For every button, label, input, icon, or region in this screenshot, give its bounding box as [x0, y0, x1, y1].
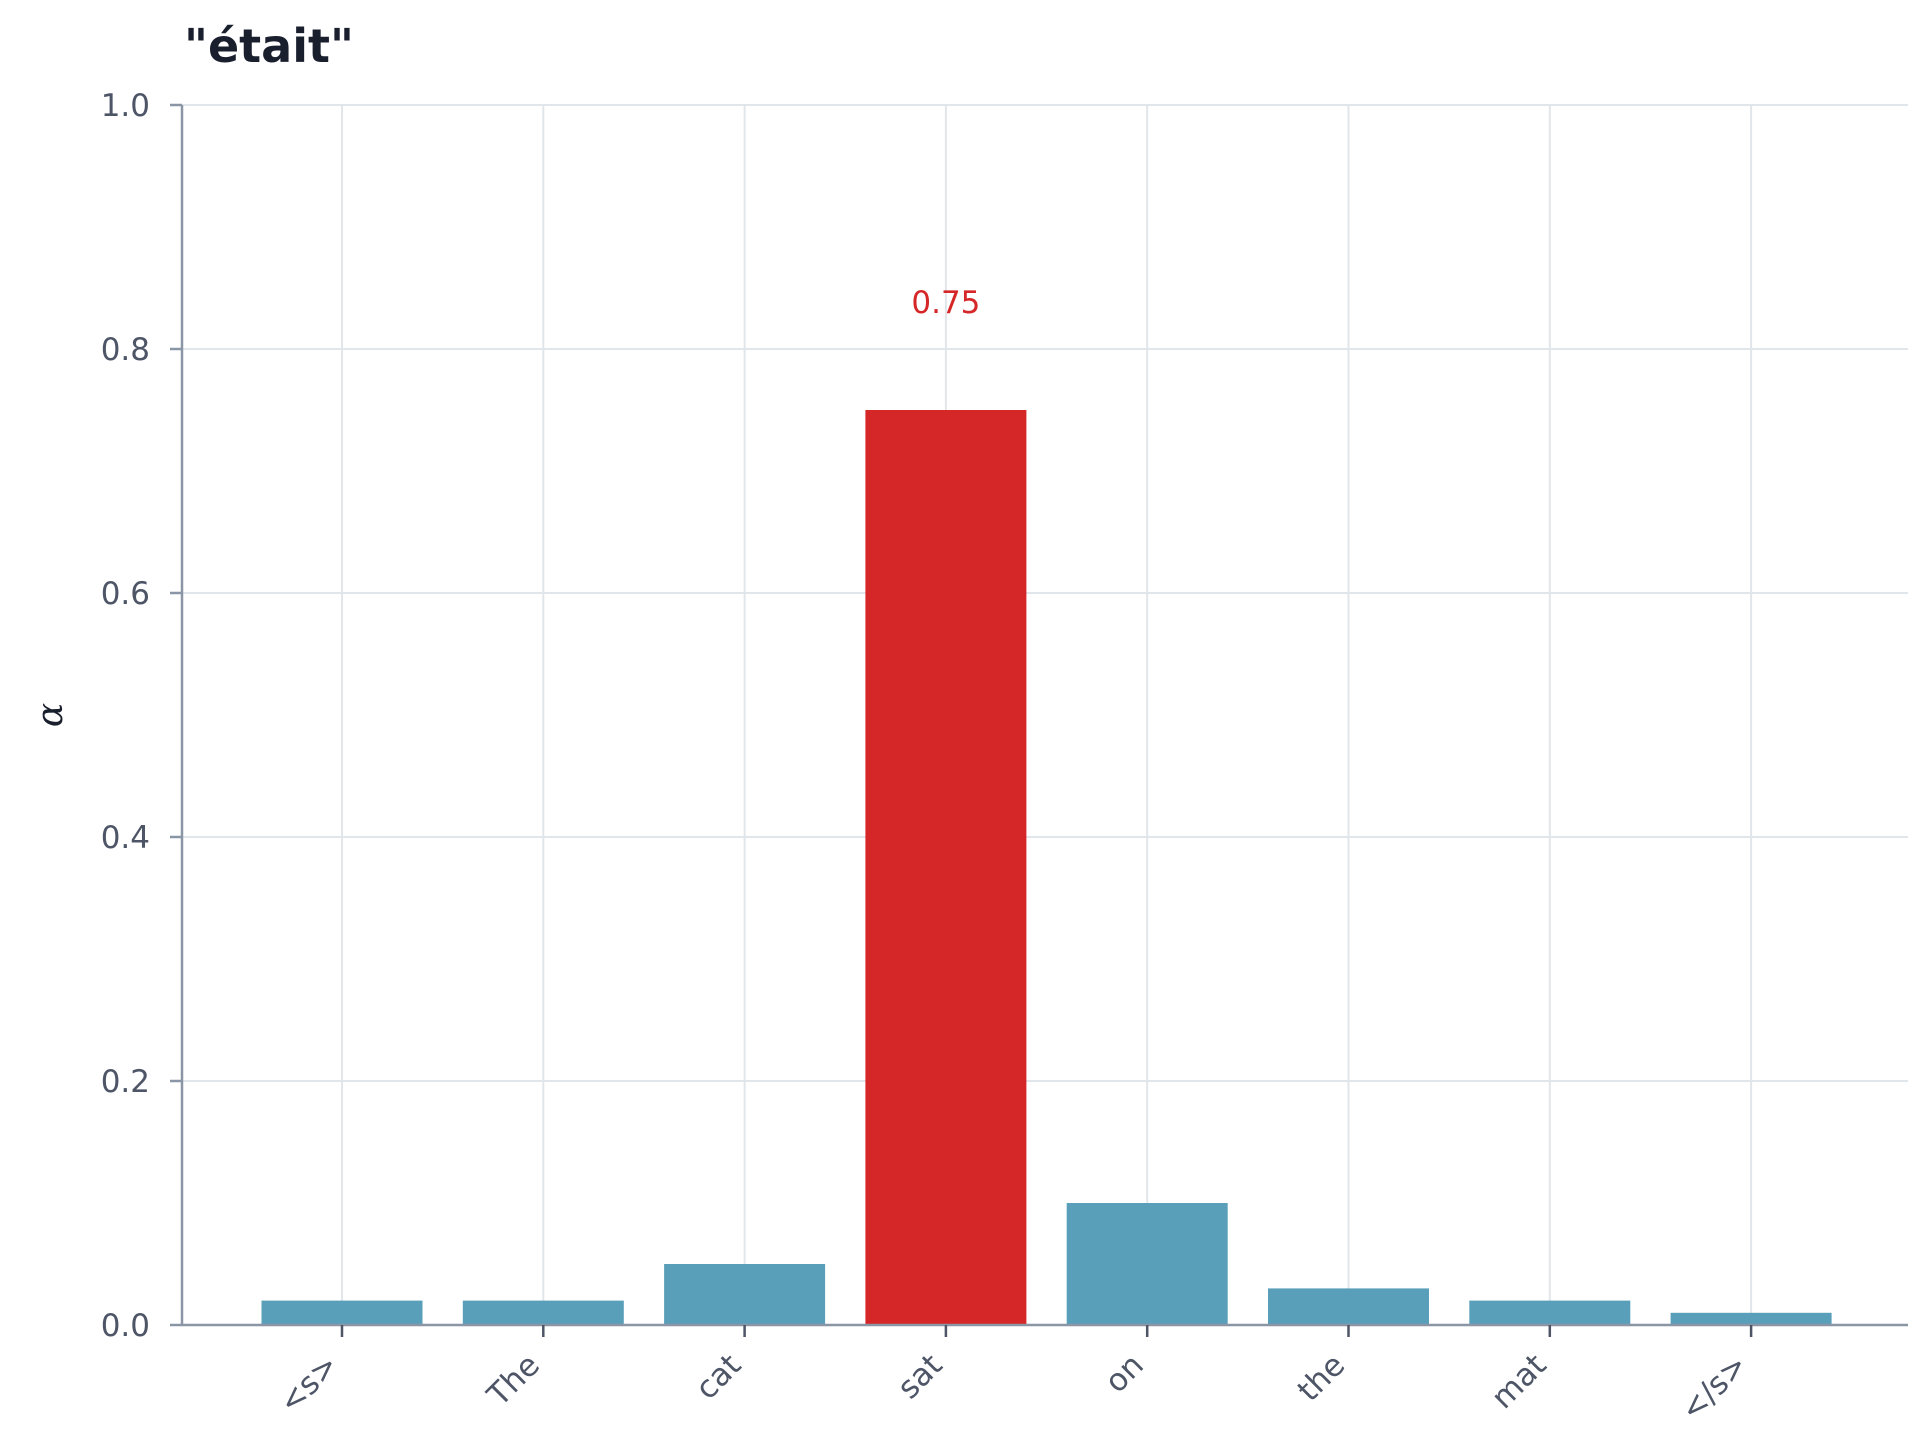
x-tick-label: on: [1098, 1347, 1151, 1400]
axis-layer: [170, 103, 1908, 1337]
x-tick-label: sat: [891, 1347, 950, 1406]
y-tick-label: 0.0: [101, 1308, 150, 1344]
y-tick-label: 1.0: [101, 88, 150, 124]
bar: [1268, 1288, 1429, 1325]
y-tick-label: 0.6: [101, 576, 150, 612]
bar: [664, 1264, 826, 1325]
x-tick-label: cat: [689, 1347, 749, 1407]
x-tick-label: The: [480, 1347, 547, 1414]
bar-layer: [261, 410, 1832, 1325]
x-tick-label: <s>: [272, 1347, 346, 1421]
bar: [462, 1300, 624, 1325]
x-tick-label: mat: [1485, 1347, 1554, 1416]
bar: [1469, 1300, 1631, 1325]
grid-layer: [182, 104, 1908, 1326]
chart-title: "était": [184, 19, 354, 73]
bar-highlighted: [865, 410, 1027, 1325]
bar: [1066, 1203, 1228, 1325]
x-tick-label: the: [1291, 1347, 1352, 1408]
bar: [1670, 1312, 1832, 1325]
x-tick-label: </s>: [1674, 1347, 1755, 1428]
y-tick-label: 0.2: [101, 1064, 150, 1100]
y-tick-label: 0.4: [101, 820, 150, 856]
bar-value-label: 0.75: [911, 285, 980, 321]
bar: [261, 1300, 423, 1325]
y-tick-label: 0.8: [101, 332, 150, 368]
y-axis-label: α: [30, 703, 71, 727]
